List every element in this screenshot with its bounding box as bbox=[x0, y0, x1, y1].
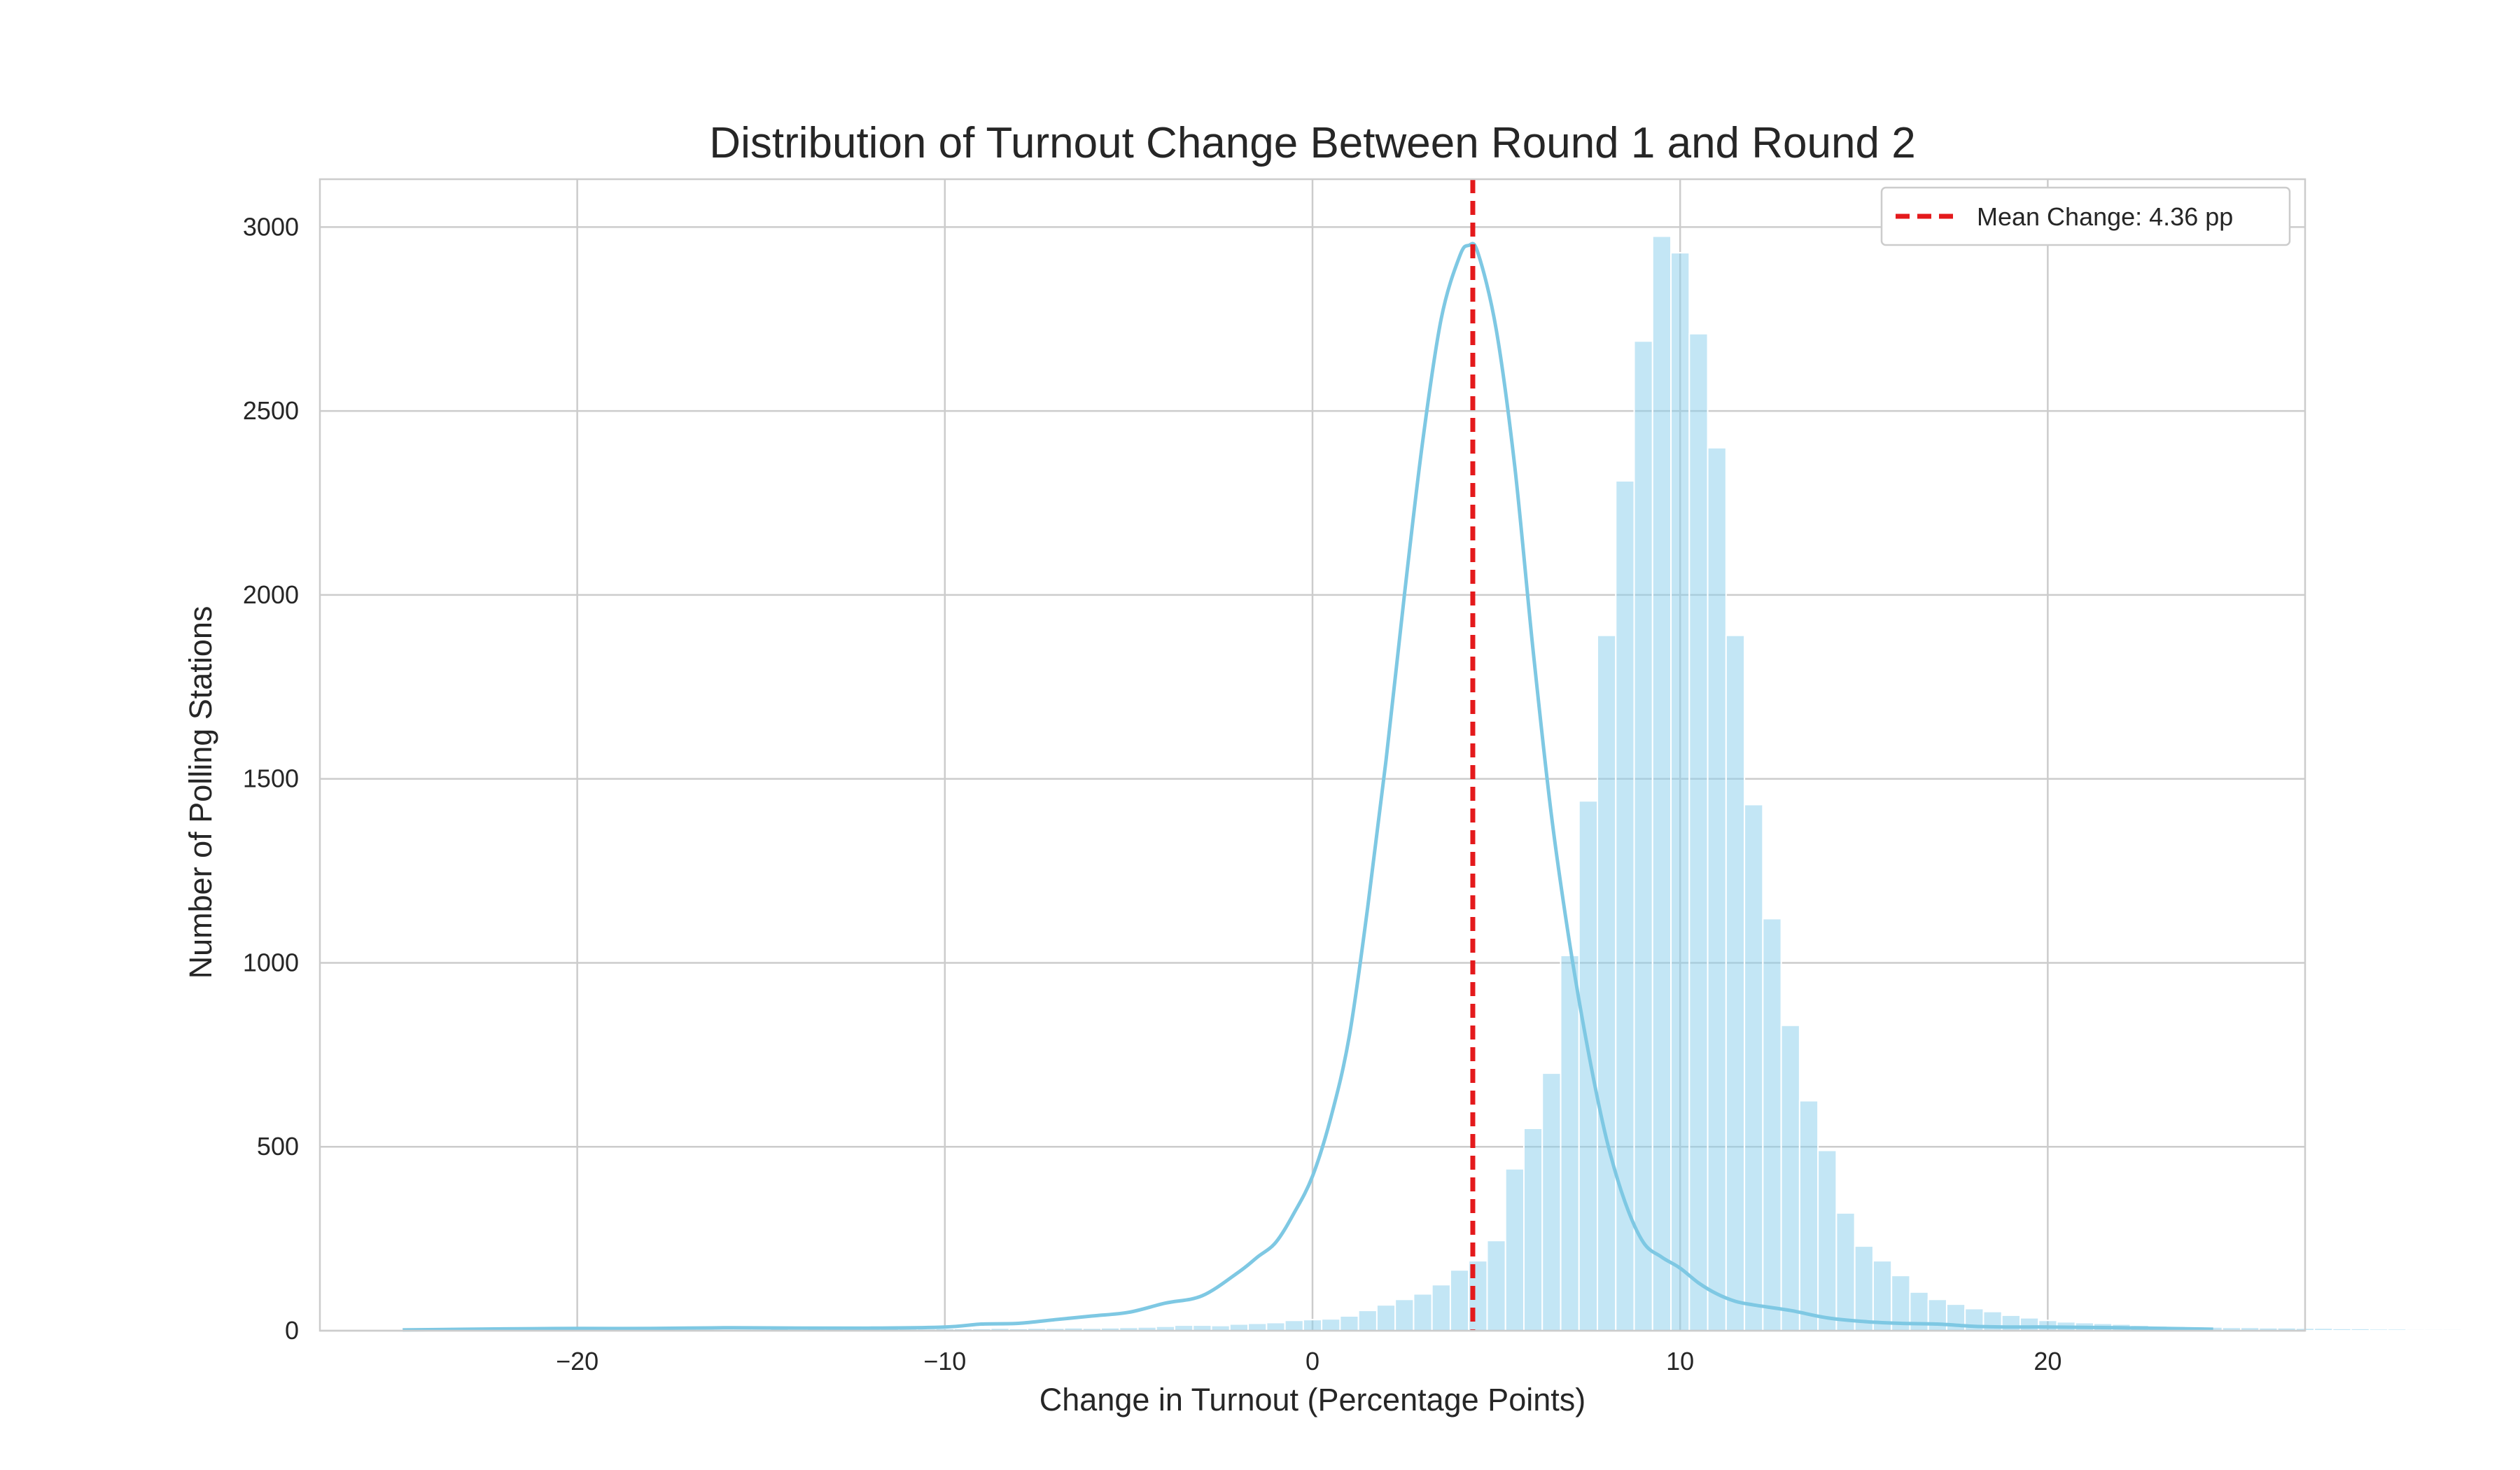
x-tick-label: −20 bbox=[556, 1347, 598, 1376]
histogram-bar bbox=[2314, 1327, 2334, 1331]
legend: Mean Change: 4.36 pp bbox=[1880, 186, 2291, 246]
histogram-bar bbox=[2332, 1327, 2352, 1332]
histogram-bar bbox=[2515, 1329, 2520, 1332]
histogram-bar bbox=[1578, 800, 1599, 1332]
kde-layer bbox=[402, 241, 2213, 1332]
histogram-bar bbox=[2405, 1328, 2426, 1331]
histogram-bar bbox=[1504, 1168, 1525, 1332]
x-tick-label: 20 bbox=[2033, 1347, 2062, 1376]
legend-box bbox=[1880, 186, 2291, 246]
histogram-bar bbox=[1431, 1284, 1451, 1331]
histogram-bar bbox=[2460, 1329, 2481, 1332]
histogram-bar bbox=[1541, 1072, 1562, 1332]
histogram-bar bbox=[1707, 447, 1727, 1331]
histogram-bar bbox=[1725, 634, 1746, 1331]
kde-curve bbox=[402, 241, 2213, 1332]
histogram-bar bbox=[1247, 1322, 1268, 1331]
y-tick-label: 2000 bbox=[243, 580, 299, 609]
histogram-bar bbox=[2497, 1329, 2517, 1332]
histogram-bar bbox=[1394, 1298, 1415, 1332]
y-tick-label: 0 bbox=[285, 1316, 299, 1345]
histogram-bar bbox=[1357, 1310, 1378, 1331]
y-tick-label: 1500 bbox=[243, 764, 299, 793]
histogram-bar bbox=[1854, 1245, 1874, 1332]
y-axis-title: Number of Polling Stations bbox=[183, 606, 218, 979]
x-axis-ticks: −20 −10 0 10 20 bbox=[556, 1347, 2062, 1376]
legend-mean-label: Mean Change: 4.36 pp bbox=[1977, 202, 2233, 231]
histogram-bar bbox=[1744, 804, 1764, 1331]
histogram-bar bbox=[1798, 1100, 1819, 1331]
histogram-bar bbox=[1284, 1320, 1304, 1331]
x-axis-title: Change in Turnout (Percentage Points) bbox=[1040, 1382, 1586, 1418]
histogram-bar bbox=[1670, 252, 1690, 1331]
histogram-bar bbox=[1597, 634, 1617, 1331]
y-tick-label: 500 bbox=[257, 1132, 299, 1161]
histogram-bar bbox=[2423, 1328, 2444, 1331]
histogram-bar bbox=[1449, 1269, 1470, 1331]
plot-frame bbox=[318, 178, 2306, 1332]
histogram-bar bbox=[1522, 1127, 1544, 1331]
histogram-bar bbox=[1413, 1293, 1433, 1332]
histogram-bar bbox=[1321, 1318, 1341, 1332]
x-tick-label: 0 bbox=[1306, 1347, 1320, 1376]
histogram-bar bbox=[1651, 235, 1672, 1331]
histogram-bar bbox=[1780, 1024, 1800, 1331]
x-tick-label: 10 bbox=[1666, 1347, 1694, 1376]
histogram-bar bbox=[1339, 1315, 1359, 1332]
histogram-bar bbox=[1762, 918, 1782, 1331]
histogram-bar bbox=[2368, 1328, 2389, 1331]
x-tick-label: −10 bbox=[923, 1347, 966, 1376]
y-tick-label: 2500 bbox=[243, 396, 299, 425]
histogram-bar bbox=[1817, 1149, 1837, 1332]
histogram-bar bbox=[2479, 1329, 2499, 1332]
histogram-bar bbox=[2350, 1327, 2370, 1332]
histogram-bar bbox=[1302, 1319, 1323, 1332]
grid bbox=[320, 179, 2305, 1332]
histogram-bar bbox=[1688, 332, 1709, 1331]
histogram-bar bbox=[2442, 1328, 2463, 1331]
histogram-bar bbox=[2387, 1328, 2407, 1331]
chart-title: Distribution of Turnout Change Between R… bbox=[709, 119, 1915, 167]
histogram-bar bbox=[1228, 1323, 1250, 1331]
y-axis-ticks: 0 500 1000 1500 2000 2500 3000 bbox=[243, 212, 299, 1345]
histogram-bar bbox=[1835, 1212, 1856, 1331]
y-tick-label: 3000 bbox=[243, 212, 299, 241]
histogram-bar bbox=[1560, 954, 1580, 1331]
histogram-bar bbox=[1376, 1304, 1396, 1331]
histogram-bar bbox=[1872, 1260, 1893, 1332]
histogram-bar bbox=[1266, 1322, 1286, 1332]
y-tick-label: 1000 bbox=[243, 948, 299, 976]
histogram-bar bbox=[1486, 1240, 1506, 1332]
histogram-bar bbox=[1633, 340, 1653, 1332]
